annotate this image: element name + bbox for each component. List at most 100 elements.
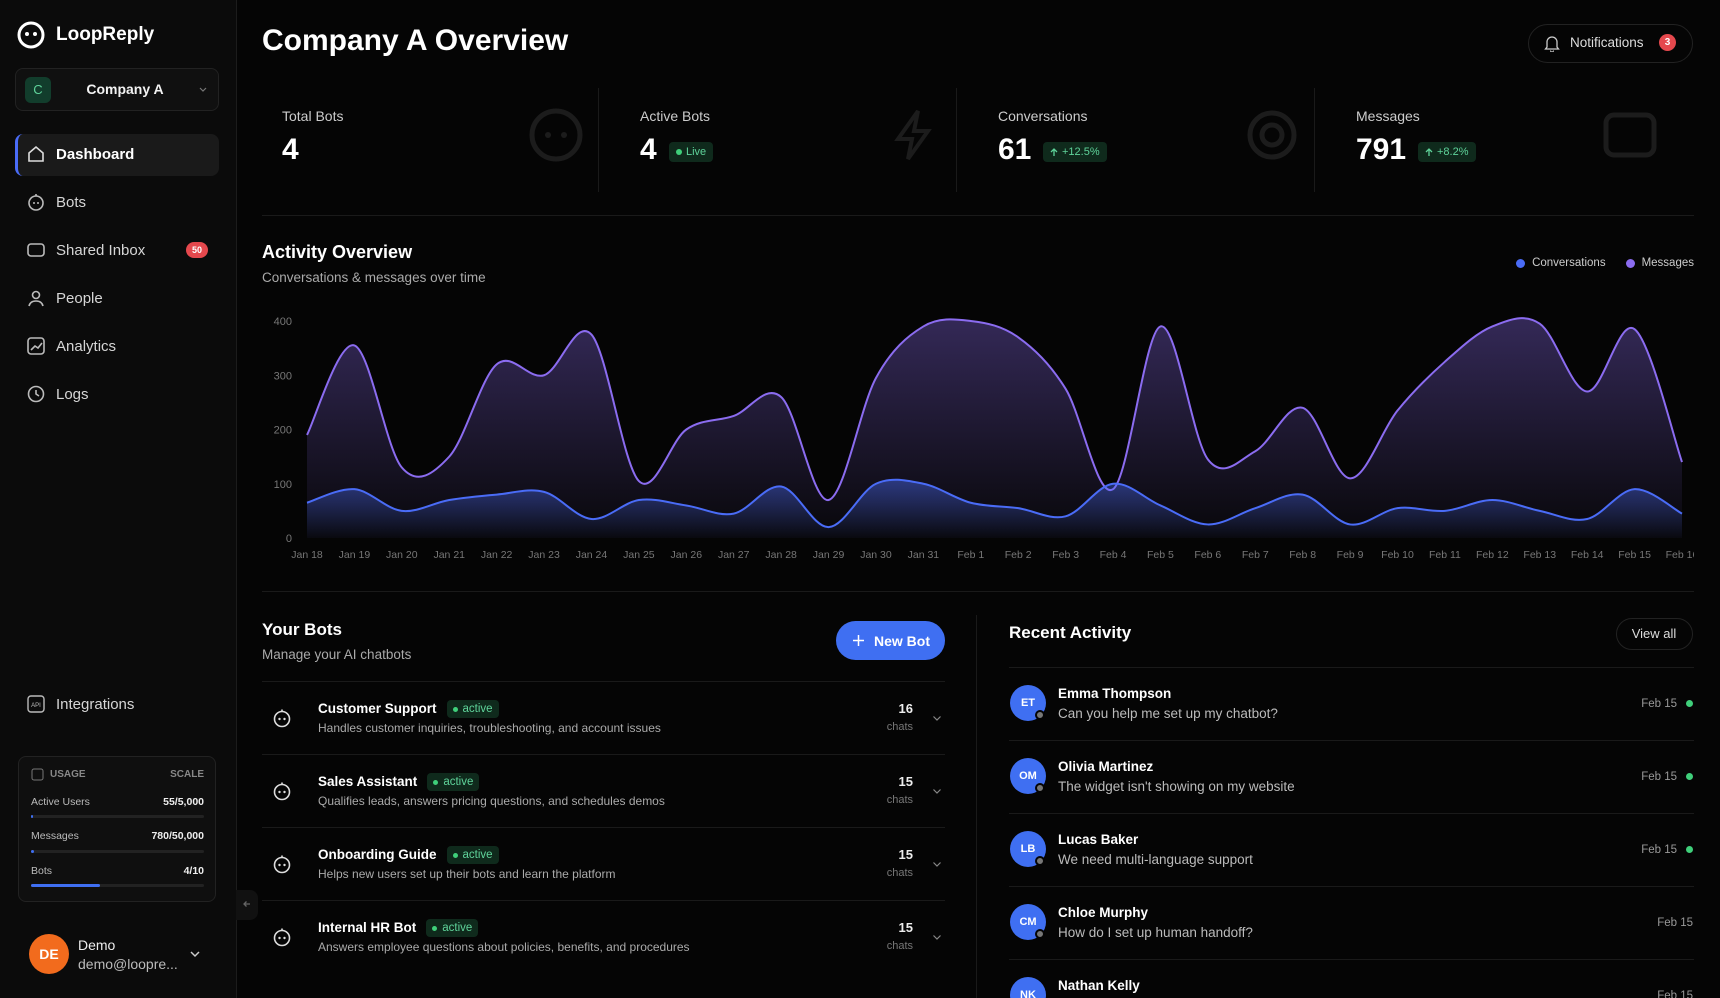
bot-description: Answers employee questions about policie… [318, 939, 690, 954]
divider [1314, 88, 1315, 192]
nav-icon [27, 385, 45, 403]
stat-value: 61 [998, 133, 1032, 166]
chevron-icon [199, 87, 207, 92]
y-tick-label: 0 [286, 533, 292, 545]
divider [956, 88, 957, 192]
view-all-button[interactable] [1616, 618, 1693, 650]
series-line [306, 478, 1683, 529]
legend-item: Conversations [1516, 254, 1606, 272]
status-dot [452, 706, 458, 712]
status-dot [432, 925, 438, 931]
usage-bar [31, 815, 33, 818]
activity-name: Lucas Baker [1058, 831, 1139, 847]
x-tick-label: Feb 10 [1381, 549, 1414, 561]
integrations-icon: API [27, 695, 45, 713]
x-tick-label: Feb 16 [1666, 549, 1694, 561]
stat-icon [894, 109, 932, 161]
legend-label: Messages [1641, 257, 1694, 269]
row-divider [1009, 740, 1694, 741]
x-tick-label: Feb 4 [1100, 549, 1127, 561]
divider [598, 88, 599, 192]
stat-label: Total Bots [282, 108, 344, 124]
x-tick-label: Feb 7 [1242, 549, 1269, 561]
activity-avatar: NK [1010, 977, 1046, 998]
bot-name-row: Internal HR Bot active [318, 918, 479, 938]
button-label: New Bot [874, 633, 930, 649]
up-arrow [1425, 147, 1433, 156]
activity-avatar: LB [1010, 831, 1046, 867]
activity-message: The widget isn't showing on my website [1058, 778, 1295, 794]
row-chevron [933, 935, 941, 940]
activity-message: Can you help me set up my chatbot? [1058, 705, 1278, 721]
section-title: Your Bots [262, 620, 342, 639]
section-subtitle: Manage your AI chatbots [262, 646, 412, 662]
notifications-label: Notifications [1570, 34, 1644, 50]
activity-date: Feb 15 [1641, 771, 1677, 783]
stat-pill: +12.5% [1043, 142, 1107, 162]
row-divider [1009, 959, 1694, 960]
bot-name-row: Onboarding Guide active [318, 845, 499, 865]
nav-icon [28, 194, 44, 211]
usage-track [31, 849, 204, 853]
row-divider [262, 827, 945, 828]
usage-title: USAGE [50, 769, 86, 780]
page-title: Company A Overview [262, 24, 569, 57]
nav-label: Analytics [56, 337, 117, 355]
status-label: active [442, 922, 473, 934]
bot-icon [273, 709, 291, 728]
collapse-button[interactable] [236, 890, 258, 920]
usage-value: 55/5,000 [163, 795, 204, 808]
usage-value: 780/50,000 [151, 830, 204, 842]
x-tick-label: Jan 18 [291, 549, 323, 561]
online-dot [1686, 846, 1693, 853]
divider [976, 615, 977, 998]
bot-chats: 15 [898, 774, 913, 789]
row-chevron [933, 716, 941, 721]
nav-label: People [56, 289, 103, 307]
x-tick-label: Feb 14 [1571, 549, 1604, 561]
activity-date: Feb 15 [1641, 698, 1677, 710]
bot-name-row: Sales Assistant active [318, 772, 480, 792]
x-tick-label: Jan 23 [528, 549, 560, 561]
usage-track [31, 884, 204, 887]
nav-label: Shared Inbox [56, 241, 146, 259]
bot-icon [273, 782, 291, 801]
row-divider [262, 900, 945, 901]
legend-swatch [1516, 258, 1526, 268]
x-tick-label: Jan 25 [623, 549, 655, 561]
x-tick-label: Feb 2 [1005, 549, 1032, 561]
stat-icon [529, 108, 583, 162]
activity-name: Emma Thompson [1058, 685, 1172, 701]
section-title: Recent Activity [1009, 623, 1132, 642]
notifications-button[interactable] [1528, 24, 1693, 63]
bot-status: active [426, 919, 479, 937]
x-tick-label: Jan 24 [576, 549, 608, 561]
status-dot [433, 779, 439, 785]
bot-status: active [427, 773, 480, 791]
workspace-name: Company A [86, 81, 164, 97]
bot-description: Helps new users set up their bots and le… [318, 866, 616, 881]
bot-status: active [446, 846, 499, 864]
usage-track [31, 815, 204, 818]
bot-name-row: Customer Support active [318, 699, 499, 719]
online-dot [1686, 700, 1693, 707]
x-tick-label: Jan 26 [671, 549, 703, 561]
usage-bar [31, 884, 101, 887]
x-tick-label: Jan 27 [718, 549, 750, 561]
user-avatar: DE [29, 934, 69, 974]
stat-label: Conversations [998, 108, 1088, 124]
activity-name: Olivia Martinez [1058, 758, 1154, 774]
button-label: View all [1631, 626, 1677, 641]
stat-label: Active Bots [640, 108, 711, 124]
logo-icon [17, 21, 45, 49]
usage-bar [31, 849, 34, 853]
bot-chats-unit: chats [886, 793, 913, 806]
presence-dot [1035, 783, 1045, 793]
user-chevron [190, 951, 200, 958]
bot-name: Customer Support [318, 701, 437, 716]
bell-icon [1544, 36, 1560, 52]
live-dot [676, 149, 682, 155]
usage-box [18, 756, 216, 902]
x-tick-label: Feb 8 [1289, 549, 1316, 561]
